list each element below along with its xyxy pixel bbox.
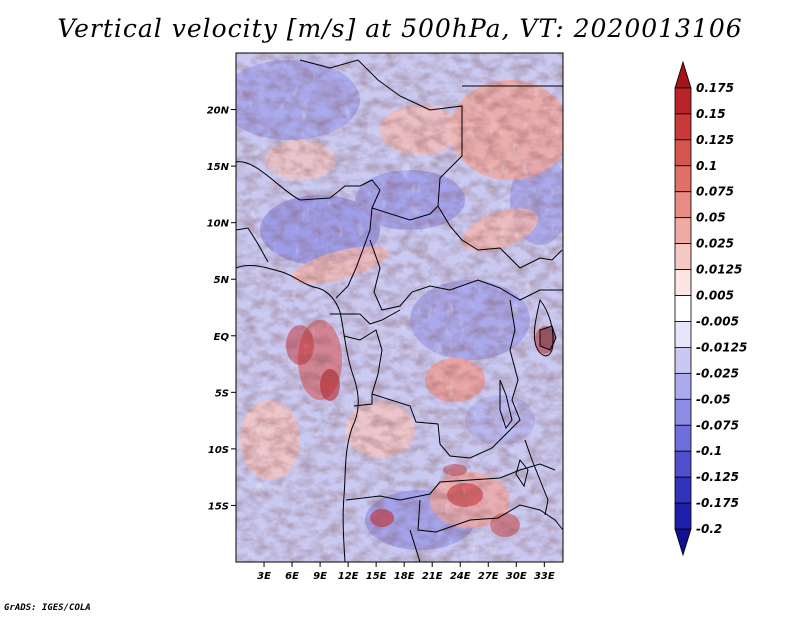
border-line <box>330 309 401 325</box>
colorbar-swatch <box>674 269 692 296</box>
lon-tick-label: 15E <box>366 571 387 582</box>
border-line <box>236 161 381 201</box>
colorbar-swatch <box>674 372 692 400</box>
map-frame <box>235 52 564 563</box>
coastline <box>236 265 359 562</box>
lon-tick-label: 21E <box>422 571 443 582</box>
colorbar-label: 0.075 <box>696 185 734 199</box>
colorbar-swatch <box>674 191 692 219</box>
colorbar-label: -0.175 <box>696 496 739 510</box>
colorbar-swatch <box>674 450 692 478</box>
colorbar-label: 0.025 <box>696 237 734 251</box>
colorbar-label: -0.005 <box>696 314 739 328</box>
lat-tick-label: EQ <box>214 332 230 343</box>
lon-tick-label: 3E <box>257 571 271 582</box>
border-line <box>417 499 563 533</box>
colorbar-label: -0.0125 <box>696 340 747 354</box>
colorbar-swatch <box>674 476 692 504</box>
border-line <box>345 463 556 501</box>
colorbar: 0.175 0.15 0.125 0.1 0.075 0.05 0.025 0.0125 0.0… <box>674 60 747 557</box>
colorbar-label: -0.075 <box>696 418 739 432</box>
lon-tick-label: 18E <box>394 571 415 582</box>
colorbar-swatch <box>674 502 692 530</box>
lat-tick-label: 5S <box>215 388 229 399</box>
lat-tick-label: 15S <box>208 501 229 512</box>
colorbar-swatch <box>674 87 692 115</box>
border-line <box>533 298 554 357</box>
lake-outline <box>499 379 513 430</box>
border-line <box>524 439 549 516</box>
colorbar-label: -0.1 <box>696 444 722 458</box>
colorbar-label: 0.15 <box>696 107 726 121</box>
colorbar-label: 0.175 <box>696 81 734 95</box>
colorbar-label: 0.125 <box>696 133 734 147</box>
lake-outline <box>539 325 557 351</box>
colorbar-swatch <box>674 398 692 426</box>
colorbar-label: 0.005 <box>696 289 734 303</box>
colorbar-swatch <box>674 347 692 374</box>
colorbar-swatch <box>674 528 692 557</box>
map-axes: 3E 6E 9E 12E 15E 18E 21E 24E 27E 30E 33E 20N 15N 10N 5… <box>207 106 555 582</box>
colorbar-label: -0.025 <box>696 366 739 380</box>
colorbar-label: 0.0125 <box>696 263 742 277</box>
border-line <box>353 394 373 407</box>
border-line <box>236 227 269 263</box>
vertical-velocity-field <box>236 53 563 562</box>
colorbar-swatch <box>674 60 692 89</box>
lat-tick-label: 10N <box>207 219 230 230</box>
lake-outline <box>515 458 529 488</box>
border-line <box>509 299 521 431</box>
lat-tick-label: 15N <box>207 162 230 173</box>
colorbar-swatch <box>674 295 692 322</box>
lat-tick-label: 5N <box>214 275 230 286</box>
lon-tick-label: 24E <box>450 571 471 582</box>
colorbar-swatch <box>674 139 692 167</box>
colorbar-label: 0.05 <box>696 211 726 225</box>
border-line <box>409 529 421 562</box>
colorbar-swatch <box>674 165 692 193</box>
colorbar-swatch <box>674 113 692 141</box>
lon-tick-label: 33E <box>534 571 555 582</box>
colorbar-swatch <box>674 217 692 245</box>
lon-tick-label: 6E <box>285 571 299 582</box>
lon-tick-label: 12E <box>338 571 359 582</box>
border-line <box>371 393 511 459</box>
border-line <box>299 59 463 207</box>
country-borders <box>236 59 563 562</box>
colorbar-label: 0.1 <box>696 159 717 173</box>
colorbar-label: -0.2 <box>696 522 722 536</box>
colorbar-label: -0.125 <box>696 470 739 484</box>
lat-tick-label: 10S <box>208 445 229 456</box>
colorbar-swatch <box>674 321 692 348</box>
border-line <box>369 239 563 311</box>
border-line <box>371 205 563 269</box>
colorbar-label: -0.05 <box>696 392 731 406</box>
map-title: Vertical velocity [m/s] at 500hPa, VT: 2… <box>57 14 743 43</box>
border-line <box>343 329 383 395</box>
field-texture <box>236 53 563 562</box>
lon-tick-label: 9E <box>313 571 327 582</box>
lat-tick-label: 20N <box>207 106 230 117</box>
colorbar-swatch <box>674 424 692 452</box>
colorbar-swatch <box>674 243 692 270</box>
grads-credit: GrADS: IGES/COLA <box>4 603 91 613</box>
lon-tick-label: 27E <box>478 571 499 582</box>
lon-tick-label: 30E <box>506 571 527 582</box>
